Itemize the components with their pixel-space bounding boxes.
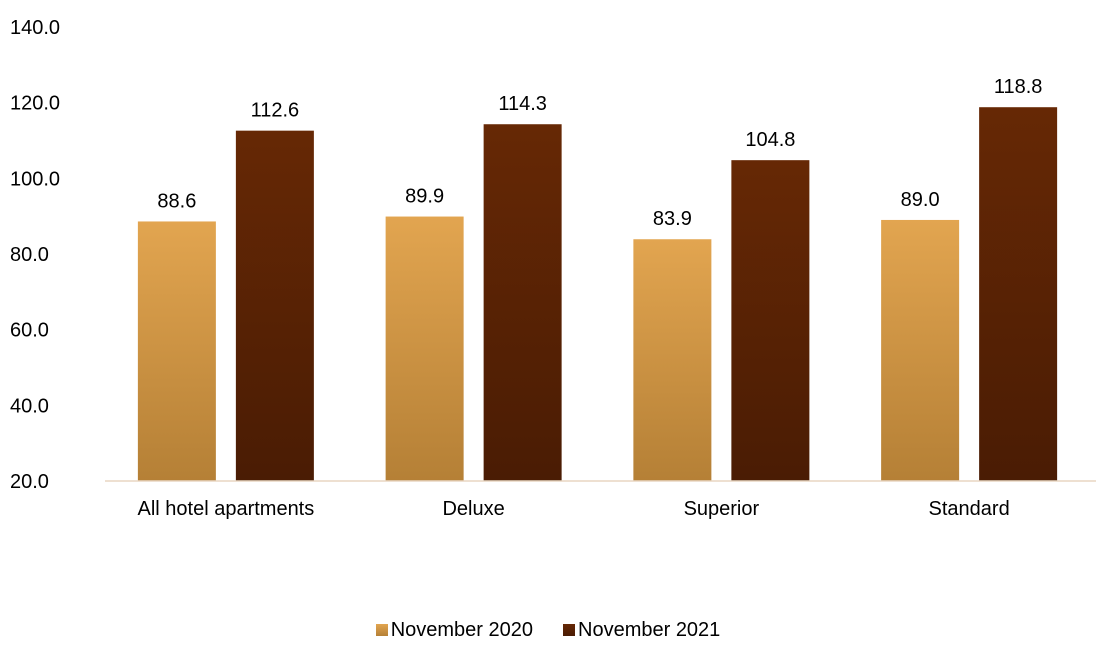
x-tick-label: Superior [684, 498, 760, 520]
legend-item-series-1: November 2020 [375, 618, 533, 642]
bar-series-1-0 [137, 221, 216, 482]
data-label: 118.8 [994, 76, 1043, 98]
bar-series-2-1 [483, 124, 562, 482]
bar-series-2-2 [731, 160, 810, 481]
data-label: 88.6 [157, 190, 196, 212]
y-tick-label: 20.0 [10, 471, 49, 493]
y-tick-label: 120.0 [10, 93, 60, 115]
x-tick-label: All hotel apartments [137, 498, 314, 520]
data-label: 83.9 [653, 208, 692, 230]
legend-swatch-series-1 [375, 624, 388, 636]
bar-series-1-3 [881, 219, 960, 481]
legend-label-series-1: November 2020 [390, 618, 533, 641]
y-axis-ticks: 20.0 40.0 60.0 80.0 100.0 120.0 140.0 [10, 17, 60, 493]
bar-series-1-1 [385, 216, 464, 482]
value-labels-group: 88.6 112.6 89.9 114.3 83.9 104.8 89.0 118.8 [157, 76, 1042, 230]
y-tick-label: 40.0 [10, 395, 49, 417]
bars-group [137, 107, 1058, 482]
legend-label-series-2: November 2021 [578, 618, 721, 641]
data-label: 89.9 [405, 186, 444, 208]
bar-series-1-2 [633, 239, 712, 481]
data-label: 114.3 [498, 93, 547, 115]
data-label: 112.6 [251, 100, 300, 122]
legend: November 2020 November 2021 [0, 618, 1096, 642]
legend-item-series-2: November 2021 [563, 619, 720, 642]
y-tick-label: 100.0 [10, 168, 60, 190]
legend-swatch-series-2 [563, 624, 575, 636]
data-label: 89.0 [901, 189, 940, 211]
y-tick-label: 60.0 [10, 320, 49, 342]
x-tick-label: Deluxe [442, 498, 504, 520]
x-axis-labels: All hotel apartments Deluxe Superior Standa… [137, 498, 1009, 520]
bar-series-2-3 [979, 107, 1058, 481]
data-label: 104.8 [745, 129, 795, 151]
x-tick-label: Standard [929, 498, 1010, 520]
bar-series-2-0 [235, 130, 314, 481]
y-tick-label: 140.0 [10, 17, 60, 39]
y-tick-label: 80.0 [10, 244, 49, 266]
